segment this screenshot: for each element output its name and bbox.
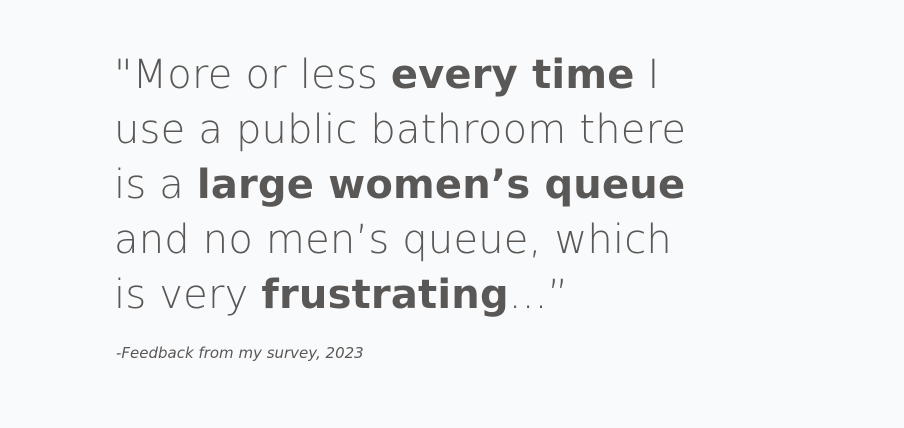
quote-text: ...” [508,272,569,318]
quote-line: is very frustrating...” [114,268,874,323]
quote-text: use a public bathroom there [114,107,687,153]
quote-line: is a large women’s queue [114,158,874,213]
quote-line: use a public bathroom there [114,103,874,158]
survey-quote: "More or less every time I use a public … [114,48,874,323]
quote-text: I [634,52,660,98]
quote-text: and no men’s queue, which [114,217,672,263]
quote-line: and no men’s queue, which [114,213,874,268]
quote-text: is a [114,162,197,208]
quote-attribution: -Feedback from my survey, 2023 [116,344,364,362]
quote-emphasis: every time [390,52,635,98]
quote-line: "More or less every time I [114,48,874,103]
quote-text: is very [114,272,262,318]
quote-emphasis: frustrating [261,272,509,318]
quote-text: "More or less [114,52,391,98]
quote-emphasis: large women’s queue [196,162,686,208]
quote-block: "More or less every time I use a public … [114,48,874,323]
